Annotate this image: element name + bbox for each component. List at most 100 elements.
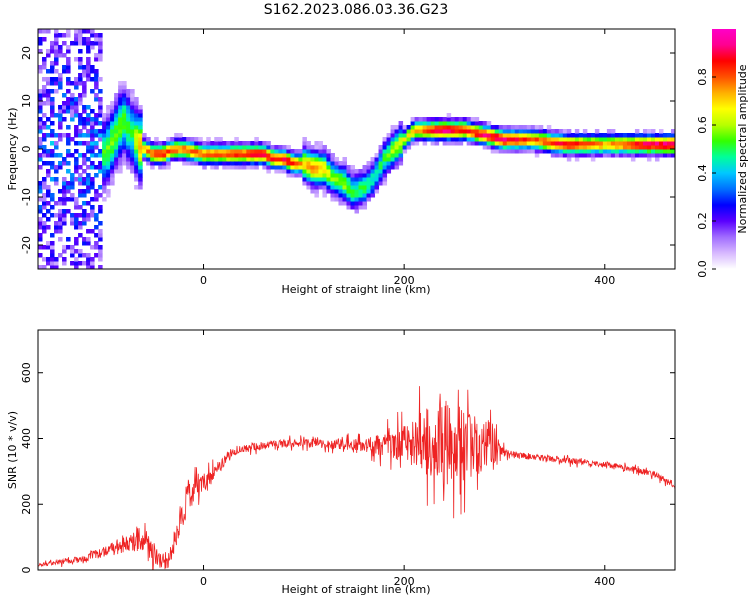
spectrogram-cell — [346, 181, 351, 186]
spectrogram-cell — [202, 161, 207, 166]
spectrogram-cell — [370, 161, 376, 166]
spectrogram-cell — [462, 133, 468, 138]
spectrogram-cell — [42, 133, 47, 138]
spectrogram-cell — [282, 169, 287, 174]
spectrogram-cell — [634, 133, 640, 138]
spectrogram-cell — [434, 129, 440, 134]
spectrogram-cell — [110, 121, 115, 126]
spectrogram-cell — [394, 153, 400, 158]
spectrogram-cell — [118, 137, 123, 142]
spectrogram-cell — [82, 237, 87, 242]
spectrogram-cell — [214, 145, 219, 150]
spectrogram-cell — [654, 133, 660, 138]
spectrogram-cell — [386, 137, 392, 142]
spectrogram-cell — [282, 161, 287, 166]
spectrogram-cell — [274, 169, 279, 174]
spectrogram-cell — [66, 89, 71, 94]
spectrogram-cell — [66, 101, 71, 106]
spectrogram-cell — [210, 157, 215, 162]
spectrogram-cell — [42, 65, 47, 70]
spectrogram-cell — [402, 137, 408, 142]
spectrogram-cell — [346, 193, 351, 198]
spectrogram-cell — [54, 165, 59, 170]
spectrogram-cell — [86, 265, 91, 269]
spectrogram-cell — [74, 29, 79, 34]
spectrogram-cell — [126, 105, 131, 110]
spectrogram-cell — [378, 181, 384, 186]
spectrogram-cell — [306, 173, 311, 178]
spectrogram-cell — [234, 137, 239, 142]
spectrogram-cell — [54, 213, 59, 218]
spectrogram-cell — [278, 157, 283, 162]
spectrogram-cell — [562, 145, 568, 150]
spectrogram-cell — [42, 185, 47, 190]
spectrogram-cell — [54, 33, 59, 38]
spectrogram-cell — [366, 173, 372, 178]
spectrogram-cell — [546, 145, 552, 150]
spectrogram-cell — [46, 69, 51, 74]
spectrogram-cell — [286, 153, 291, 158]
spectrogram-cell — [342, 193, 347, 198]
spectrogram-cell — [78, 261, 83, 266]
spectrogram-cell — [50, 45, 55, 50]
spectrogram-cell — [118, 141, 123, 146]
spectrogram-cell — [466, 125, 472, 130]
spectrogram-cell — [158, 157, 163, 162]
spectrogram-cell — [58, 105, 63, 110]
spectrogram-cell — [54, 29, 59, 34]
spectrogram-cell — [330, 157, 335, 162]
spectrogram-cell — [94, 77, 99, 82]
spectrogram-cell — [670, 153, 675, 158]
spectrogram-cell — [174, 141, 179, 146]
spectrogram-cell — [154, 153, 159, 158]
spectrogram-cell — [398, 157, 404, 162]
spectrogram-cell — [98, 265, 103, 269]
spectrogram-cell — [610, 133, 616, 138]
spectrogram-cell — [214, 149, 219, 154]
spectrogram-cell — [78, 61, 83, 66]
spectrogram-cell — [94, 93, 99, 98]
spectrogram-cell — [582, 133, 588, 138]
spectrogram-cell — [70, 173, 75, 178]
spectrogram-cell — [46, 161, 51, 166]
spectrogram-cell — [262, 153, 267, 158]
spectrogram-cell — [82, 81, 87, 86]
spectrogram-cell — [322, 145, 327, 150]
spectrogram-cell — [230, 149, 235, 154]
spectrogram-cell — [650, 149, 656, 154]
spectrogram-cell — [570, 133, 576, 138]
spectrogram-cell — [138, 125, 143, 130]
spectrogram-cell — [250, 153, 255, 158]
spectrogram-cell — [482, 141, 488, 146]
spectrogram-cell — [78, 221, 83, 226]
spectrogram-cell — [86, 57, 91, 62]
spectrogram-cell — [322, 181, 327, 186]
spectrogram-cell — [38, 209, 43, 214]
spectrogram-cell — [262, 145, 267, 150]
spectrogram-cell — [554, 137, 560, 142]
spectrogram-cell — [134, 185, 139, 190]
spectrogram-cell — [158, 153, 163, 158]
spectrogram-cell — [294, 173, 299, 178]
spectrogram-cell — [138, 141, 143, 146]
spectrogram-cell — [666, 145, 672, 150]
spectrogram-cell — [486, 121, 492, 126]
spectrogram-cell — [338, 181, 343, 186]
spectrogram-cell — [82, 213, 87, 218]
spectrogram-cell — [334, 181, 339, 186]
spectrogram-cell — [190, 141, 195, 146]
spectrogram-cell — [246, 165, 251, 170]
spectrogram-cell — [402, 141, 408, 146]
spectrogram-cell — [66, 189, 71, 194]
spectrogram-cell — [50, 261, 55, 266]
spectrogram-cell — [450, 129, 456, 134]
spectrogram-cell — [74, 113, 79, 118]
spectrogram-cell — [54, 89, 59, 94]
spectrogram-cell — [330, 177, 335, 182]
spectrogram-cell — [350, 165, 355, 170]
spectrogram-cell — [90, 33, 95, 38]
spectrogram-cell — [70, 105, 75, 110]
spectrogram-cell — [482, 133, 488, 138]
spectrogram-cell — [98, 165, 103, 170]
spectrogram-cell — [634, 145, 640, 150]
